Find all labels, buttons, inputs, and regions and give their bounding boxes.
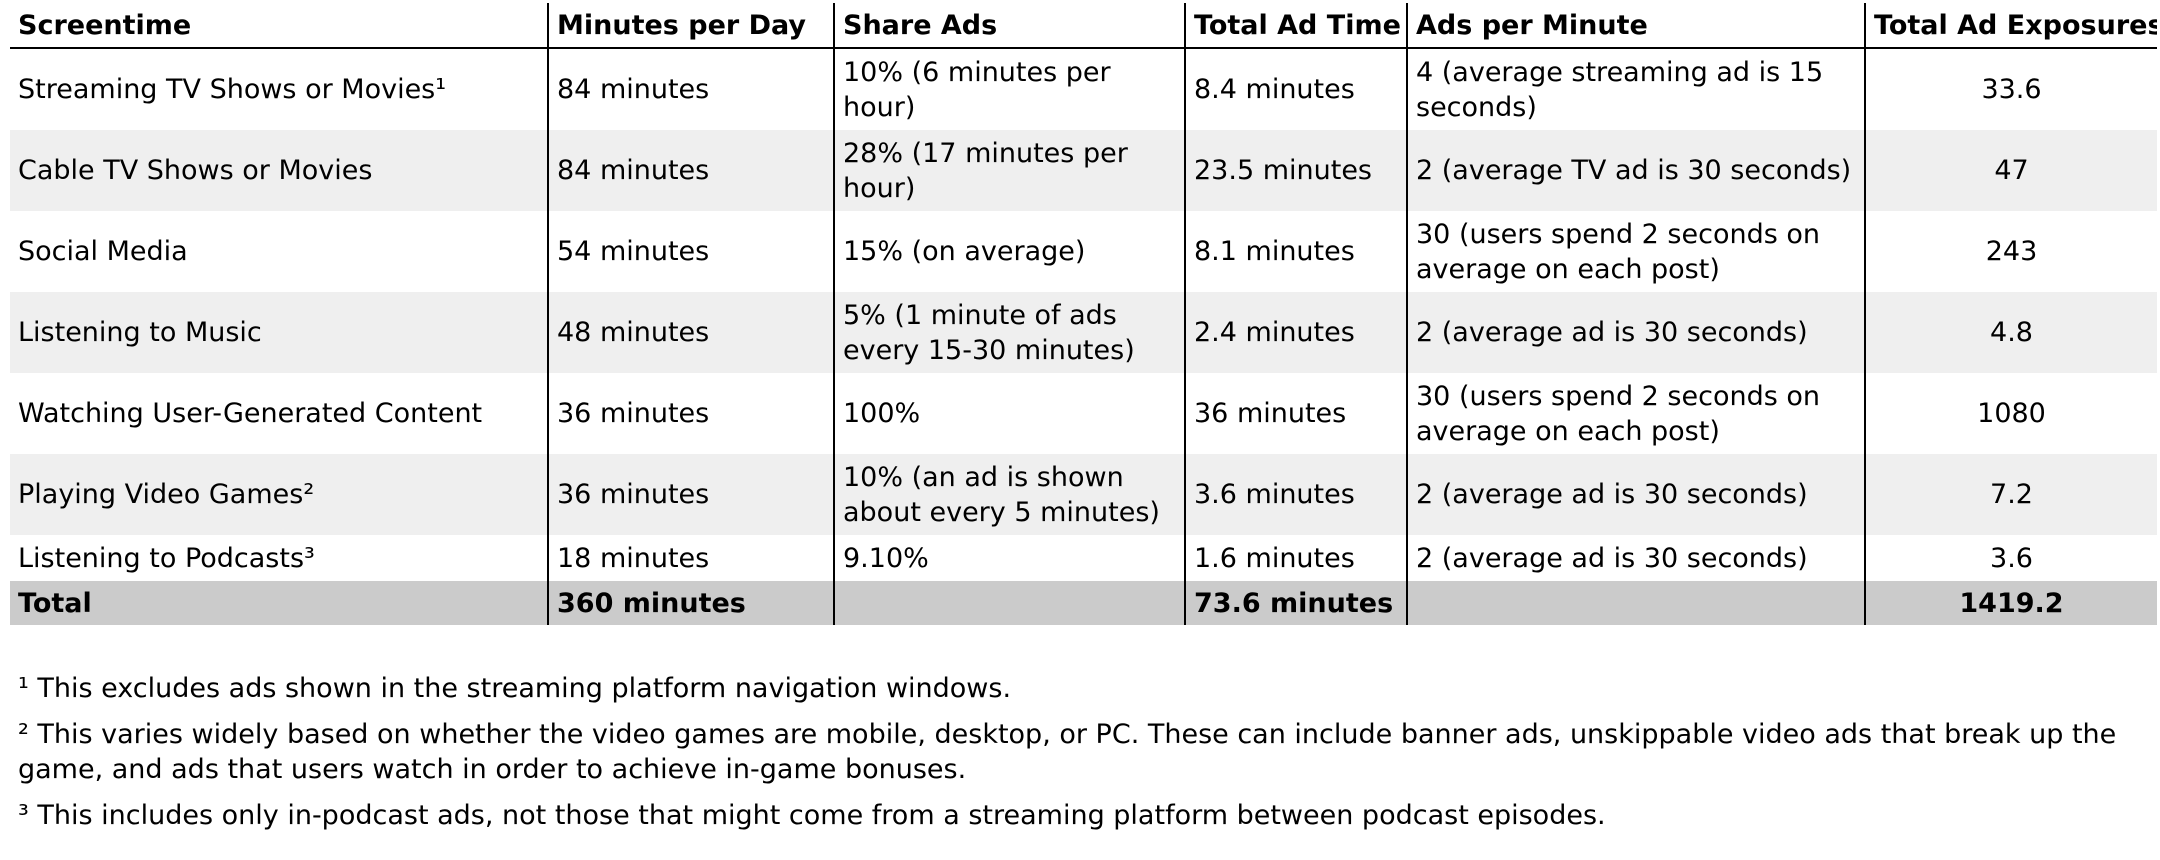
cell-total-ad-time: 23.5 minutes <box>1184 130 1407 211</box>
cell-share-ads: 28% (17 minutes per hour) <box>833 130 1185 211</box>
cell-share-ads: 5% (1 minute of ads every 15-30 minutes) <box>833 292 1185 373</box>
cell-screentime: Listening to Music <box>10 292 548 373</box>
table-body: Streaming TV Shows or Movies¹ 84 minutes… <box>10 48 2157 581</box>
table-row: Playing Video Games² 36 minutes 10% (an … <box>10 454 2157 535</box>
table-row: Social Media 54 minutes 15% (on average)… <box>10 211 2157 292</box>
total-share-ads <box>833 581 1185 625</box>
total-label: Total <box>10 581 548 625</box>
header-share-ads: Share Ads <box>833 3 1185 49</box>
total-minutes-per-day: 360 minutes <box>547 581 834 625</box>
table-header: Screentime Minutes per Day Share Ads Tot… <box>10 3 2157 49</box>
cell-minutes-per-day: 84 minutes <box>547 130 834 211</box>
header-minutes-per-day: Minutes per Day <box>547 3 834 49</box>
cell-ads-per-minute: 2 (average TV ad is 30 seconds) <box>1406 130 1865 211</box>
cell-total-ad-exposures: 243 <box>1864 211 2157 292</box>
table-row: Cable TV Shows or Movies 84 minutes 28% … <box>10 130 2157 211</box>
cell-ads-per-minute: 2 (average ad is 30 seconds) <box>1406 292 1865 373</box>
total-row: Total 360 minutes 73.6 minutes 1419.2 <box>10 581 2157 625</box>
cell-total-ad-time: 8.4 minutes <box>1184 48 1407 130</box>
cell-ads-per-minute: 2 (average ad is 30 seconds) <box>1406 535 1865 581</box>
cell-total-ad-time: 3.6 minutes <box>1184 454 1407 535</box>
cell-total-ad-exposures: 7.2 <box>1864 454 2157 535</box>
screentime-ad-table: Screentime Minutes per Day Share Ads Tot… <box>10 3 2157 625</box>
total-ads-per-minute <box>1406 581 1865 625</box>
cell-minutes-per-day: 84 minutes <box>547 48 834 130</box>
cell-ads-per-minute: 4 (average streaming ad is 15 seconds) <box>1406 48 1865 130</box>
table-row: Watching User-Generated Content 36 minut… <box>10 373 2157 454</box>
cell-total-ad-exposures: 4.8 <box>1864 292 2157 373</box>
cell-minutes-per-day: 36 minutes <box>547 454 834 535</box>
cell-minutes-per-day: 36 minutes <box>547 373 834 454</box>
table-row: Listening to Podcasts³ 18 minutes 9.10% … <box>10 535 2157 581</box>
footnote-3: ³ This includes only in-podcast ads, not… <box>18 800 1606 831</box>
cell-ads-per-minute: 30 (users spend 2 seconds on average on … <box>1406 211 1865 292</box>
cell-total-ad-exposures: 3.6 <box>1864 535 2157 581</box>
cell-total-ad-time: 2.4 minutes <box>1184 292 1407 373</box>
cell-total-ad-time: 1.6 minutes <box>1184 535 1407 581</box>
footnotes: ¹ This excludes ads shown in the streami… <box>18 671 2148 844</box>
footnote-2: ² This varies widely based on whether th… <box>18 719 2117 785</box>
cell-minutes-per-day: 18 minutes <box>547 535 834 581</box>
header-screentime: Screentime <box>10 3 548 49</box>
cell-total-ad-time: 8.1 minutes <box>1184 211 1407 292</box>
total-ad-exposures: 1419.2 <box>1864 581 2157 625</box>
cell-total-ad-exposures: 1080 <box>1864 373 2157 454</box>
cell-minutes-per-day: 48 minutes <box>547 292 834 373</box>
cell-share-ads: 9.10% <box>833 535 1185 581</box>
table-row: Streaming TV Shows or Movies¹ 84 minutes… <box>10 48 2157 130</box>
cell-share-ads: 10% (6 minutes per hour) <box>833 48 1185 130</box>
cell-share-ads: 15% (on average) <box>833 211 1185 292</box>
cell-ads-per-minute: 30 (users spend 2 seconds on average on … <box>1406 373 1865 454</box>
header-ads-per-minute: Ads per Minute <box>1406 3 1865 49</box>
cell-screentime: Social Media <box>18 236 188 267</box>
cell-share-ads: 100% <box>833 373 1185 454</box>
cell-total-ad-exposures: 33.6 <box>1864 48 2157 130</box>
total-ad-time: 73.6 minutes <box>1184 581 1407 625</box>
cell-minutes-per-day: 54 minutes <box>547 211 834 292</box>
cell-screentime: Playing Video Games² <box>10 454 548 535</box>
header-total-ad-exposures: Total Ad Exposures <box>1864 3 2157 49</box>
table-footer: Total 360 minutes 73.6 minutes 1419.2 <box>10 581 2157 625</box>
footnote-1: ¹ This excludes ads shown in the streami… <box>18 673 1012 704</box>
header-row: Screentime Minutes per Day Share Ads Tot… <box>10 3 2157 49</box>
cell-screentime: Cable TV Shows or Movies <box>10 130 548 211</box>
cell-screentime: Watching User-Generated Content <box>18 398 483 429</box>
cell-screentime: Listening to Podcasts³ <box>18 542 315 574</box>
cell-ads-per-minute: 2 (average ad is 30 seconds) <box>1406 454 1865 535</box>
cell-share-ads: 10% (an ad is shown about every 5 minute… <box>833 454 1185 535</box>
table-row: Listening to Music 48 minutes 5% (1 minu… <box>10 292 2157 373</box>
header-total-ad-time: Total Ad Time <box>1184 3 1407 49</box>
cell-screentime: Streaming TV Shows or Movies¹ <box>18 74 447 105</box>
cell-total-ad-exposures: 47 <box>1864 130 2157 211</box>
cell-total-ad-time: 36 minutes <box>1184 373 1407 454</box>
